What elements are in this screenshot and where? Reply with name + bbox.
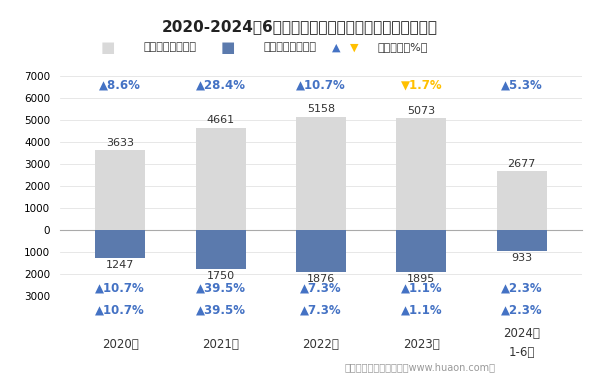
Text: 1247: 1247 xyxy=(106,260,134,270)
Text: ■: ■ xyxy=(221,40,235,55)
Bar xyxy=(95,150,145,230)
Bar xyxy=(497,171,547,230)
Text: 同比增长（%）: 同比增长（%） xyxy=(378,43,428,52)
Text: 进口额（亿美元）: 进口额（亿美元） xyxy=(264,43,317,52)
Text: ▲10.7%: ▲10.7% xyxy=(296,78,346,91)
Text: ▲1.1%: ▲1.1% xyxy=(401,304,442,317)
Text: ▲10.7%: ▲10.7% xyxy=(95,281,145,294)
Text: 1876: 1876 xyxy=(307,274,335,284)
Text: 2020年: 2020年 xyxy=(102,338,139,351)
Text: ▼: ▼ xyxy=(350,43,358,52)
Bar xyxy=(497,230,547,251)
Text: 933: 933 xyxy=(511,253,532,263)
Text: 4661: 4661 xyxy=(206,116,235,125)
Text: 5073: 5073 xyxy=(407,106,436,116)
Text: 2023年: 2023年 xyxy=(403,338,440,351)
Text: ▲7.3%: ▲7.3% xyxy=(300,281,342,294)
Bar xyxy=(396,230,446,272)
Text: 1895: 1895 xyxy=(407,274,436,284)
Text: ■: ■ xyxy=(101,40,115,55)
Text: ▲: ▲ xyxy=(332,43,340,52)
Text: 2022年: 2022年 xyxy=(302,338,340,351)
Text: ▲39.5%: ▲39.5% xyxy=(196,281,245,294)
Text: 1-6月: 1-6月 xyxy=(509,346,535,359)
Text: 2020-2024年6月浙江省商品收发货人所在地进、出口额: 2020-2024年6月浙江省商品收发货人所在地进、出口额 xyxy=(162,19,438,34)
Text: ▲10.7%: ▲10.7% xyxy=(95,304,145,317)
Text: 制图：华经产业研究院（www.huaon.com）: 制图：华经产业研究院（www.huaon.com） xyxy=(344,363,496,372)
Text: ▲8.6%: ▲8.6% xyxy=(99,78,141,91)
Text: ▲1.1%: ▲1.1% xyxy=(401,281,442,294)
Text: ▲5.3%: ▲5.3% xyxy=(501,78,542,91)
Bar xyxy=(196,128,246,230)
Text: 2677: 2677 xyxy=(508,159,536,169)
Text: 5158: 5158 xyxy=(307,105,335,114)
Text: ▲7.3%: ▲7.3% xyxy=(300,304,342,317)
Text: 2024年: 2024年 xyxy=(503,327,540,340)
Bar xyxy=(196,230,246,269)
Text: ▲2.3%: ▲2.3% xyxy=(501,304,542,317)
Bar xyxy=(296,230,346,272)
Text: ▲28.4%: ▲28.4% xyxy=(196,78,245,91)
Bar xyxy=(396,119,446,230)
Text: 2021年: 2021年 xyxy=(202,338,239,351)
Text: 1750: 1750 xyxy=(206,271,235,281)
Bar xyxy=(95,230,145,258)
Text: ▼1.7%: ▼1.7% xyxy=(401,78,442,91)
Text: ▲39.5%: ▲39.5% xyxy=(196,304,245,317)
Text: ▲2.3%: ▲2.3% xyxy=(501,281,542,294)
Bar xyxy=(296,117,346,230)
Text: 3633: 3633 xyxy=(106,138,134,148)
Text: 出口额（亿美元）: 出口额（亿美元） xyxy=(144,43,197,52)
